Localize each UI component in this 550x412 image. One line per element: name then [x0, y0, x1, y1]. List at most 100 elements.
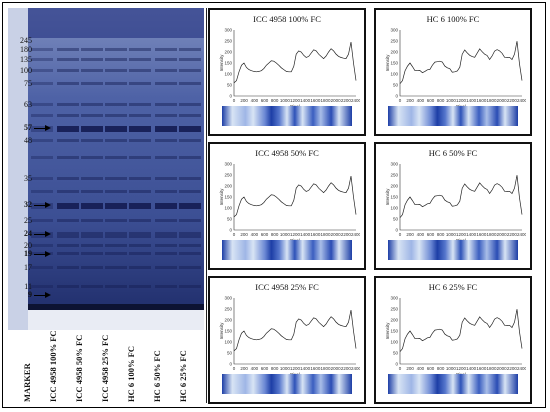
gel-band: [81, 156, 103, 159]
x-tick-label: 1800: [320, 232, 331, 237]
x-tick-label: 1600: [476, 366, 487, 371]
x-tick-label: 800: [437, 98, 445, 103]
densitometry-panel: HC 6 100% FC 0 50 100 150 200 250 300 0 200 400 600…: [374, 8, 532, 136]
gel-band: [129, 177, 151, 180]
y-tick-label: 200: [390, 50, 398, 55]
gel-band: [81, 126, 103, 132]
marker-label-48: 48: [24, 136, 32, 145]
sds-page-gel: 245 180 135 100 75 63 57 48 35 32 25 24 20 19 17 11 9: [8, 8, 204, 330]
lane-label: HC 6 25% FC: [178, 350, 188, 402]
y-axis-label: Intensity: [385, 322, 390, 340]
gel-band: [81, 190, 103, 193]
gel-band: [155, 219, 177, 222]
densitometry-panel: HC 6 50% FC 0 50 100 150 200 250 300 0 200 400 600 8…: [374, 142, 532, 270]
x-tick-label: 2400: [517, 98, 526, 103]
y-axis-label: Intensity: [219, 322, 224, 340]
lane-label: ICC 4958 50% FC: [74, 334, 84, 402]
lane-labels: MARKER ICC 4958 100% FC ICC 4958 50% FC ICC…: [22, 330, 212, 402]
panel-title: HC 6 100% FC: [426, 14, 480, 24]
gel-band: [155, 114, 177, 117]
gel-band: [81, 139, 103, 142]
x-tick-label: 200: [406, 366, 414, 371]
gel-band: [129, 190, 151, 193]
gel-band: [31, 103, 53, 106]
gel-band: [105, 285, 127, 288]
x-tick-label: 1600: [310, 98, 321, 103]
y-tick-label: 250: [390, 307, 398, 312]
x-axis-label: Pixel: [456, 372, 466, 374]
x-tick-label: 200: [240, 232, 248, 237]
gel-band: [155, 126, 177, 132]
panel-title: ICC 4958 25% FC: [255, 282, 319, 292]
marker-label-17: 17: [24, 263, 32, 272]
gel-band: [105, 203, 127, 209]
gel-band: [129, 285, 151, 288]
y-tick-label: 300: [224, 162, 232, 167]
x-tick-label: 2000: [497, 366, 508, 371]
marker-label-11: 11: [24, 282, 32, 291]
lane-strip-image: [222, 240, 352, 260]
y-tick-label: 50: [227, 351, 233, 356]
x-tick-label: 2400: [517, 366, 526, 371]
intensity-curve: [233, 176, 357, 218]
x-tick-label: 800: [271, 98, 279, 103]
gel-band: [57, 103, 79, 106]
gel-band: [57, 156, 79, 159]
x-tick-label: 2000: [331, 98, 342, 103]
intensity-curve: [399, 175, 523, 218]
x-tick-label: 600: [427, 366, 435, 371]
y-tick-label: 50: [393, 217, 399, 222]
arrow-icon: [34, 201, 51, 208]
x-tick-label: 400: [251, 98, 259, 103]
y-tick-label: 200: [224, 50, 232, 55]
x-tick-label: 1400: [300, 232, 311, 237]
x-tick-label: 2400: [351, 232, 360, 237]
gel-band: [81, 266, 103, 269]
gel-band: [81, 252, 103, 255]
y-axis-label: Intensity: [385, 188, 390, 206]
gel-band: [105, 82, 127, 85]
x-tick-label: 1400: [466, 232, 477, 237]
gel-band: [155, 285, 177, 288]
plot-axes: [399, 298, 522, 365]
x-tick-label: 1200: [456, 98, 467, 103]
x-tick-label: 400: [251, 232, 259, 237]
gel-band: [129, 219, 151, 222]
x-tick-label: 600: [427, 98, 435, 103]
y-tick-label: 200: [224, 184, 232, 189]
gel-band: [179, 177, 201, 180]
intensity-curve: [399, 41, 523, 84]
panel-title: HC 6 25% FC: [428, 282, 478, 292]
x-axis-label: Pixel: [290, 104, 300, 106]
gel-band: [81, 69, 103, 72]
x-tick-label: 1000: [280, 98, 291, 103]
x-tick-label: 600: [427, 232, 435, 237]
lane-label: MARKER: [22, 363, 32, 402]
marker-label-245: 245: [20, 36, 32, 45]
x-tick-label: 600: [261, 98, 269, 103]
x-tick-label: 0: [399, 232, 402, 237]
x-tick-label: 2200: [507, 232, 518, 237]
plot-axes: [399, 164, 522, 231]
panel-title: ICC 4958 100% FC: [253, 14, 321, 24]
gel-band: [179, 285, 201, 288]
x-tick-label: 1800: [486, 366, 497, 371]
gel-band: [31, 82, 53, 85]
x-tick-label: 0: [399, 366, 402, 371]
y-tick-label: 100: [390, 72, 398, 77]
x-tick-label: 1600: [310, 366, 321, 371]
lane-label: HC 6 50% FC: [152, 350, 162, 402]
gel-band: [105, 58, 127, 61]
x-tick-label: 1800: [486, 232, 497, 237]
intensity-curve: [399, 309, 523, 352]
gel-band: [155, 139, 177, 142]
arrow-icon: [34, 250, 51, 257]
gel-band: [57, 219, 79, 222]
y-tick-label: 100: [390, 340, 398, 345]
x-tick-label: 400: [251, 366, 259, 371]
lane-strip-image: [388, 374, 518, 394]
gel-band: [129, 252, 151, 255]
x-tick-label: 1800: [320, 98, 331, 103]
